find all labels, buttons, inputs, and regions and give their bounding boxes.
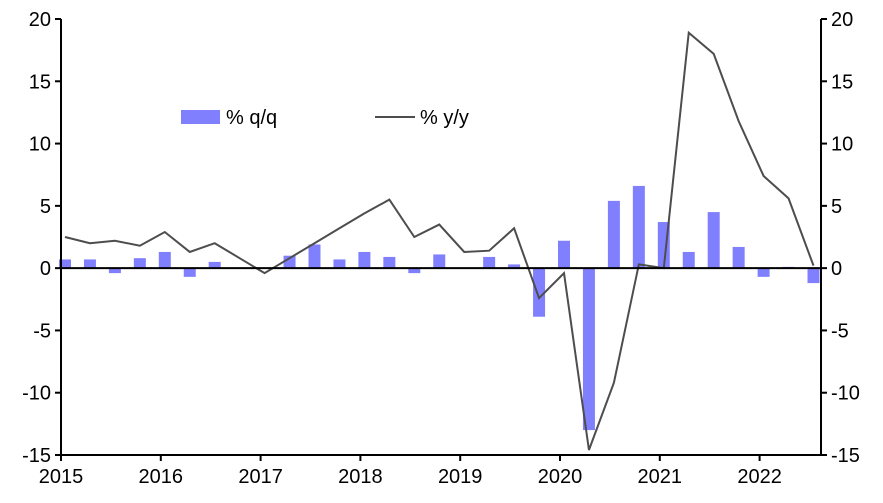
bar (483, 256, 496, 269)
x-tick-label: 2019 (438, 466, 483, 488)
x-tick-label: 2021 (638, 466, 683, 488)
left-tick-label: 15 (29, 71, 51, 93)
right-tick-label: -10 (831, 383, 860, 405)
bar (707, 212, 720, 269)
bar (308, 244, 321, 269)
x-tick-label: 2016 (139, 466, 184, 488)
bar (383, 256, 396, 269)
bar (208, 261, 221, 269)
legend: % q/q % y/y (181, 107, 469, 129)
bar (59, 259, 71, 269)
bar (133, 258, 146, 269)
left-tick-label: -5 (33, 320, 51, 342)
x-tick-label: 2017 (238, 466, 283, 488)
bar (408, 268, 421, 274)
bar-series-qq (59, 185, 820, 431)
left-tick-label: 10 (29, 134, 51, 156)
x-tick-label: 2015 (39, 466, 84, 488)
bar (558, 240, 570, 269)
bar (607, 200, 620, 269)
bar (108, 268, 121, 274)
bar (333, 259, 346, 269)
right-tick-label: 0 (831, 258, 842, 280)
bar (807, 268, 820, 284)
line-series-yy (64, 30, 815, 451)
x-tick-label: 2020 (538, 466, 583, 488)
bar (358, 251, 371, 269)
legend-label-qq: % q/q (226, 107, 277, 129)
x-tick-label: 2018 (338, 466, 383, 488)
bar (83, 259, 96, 269)
bar (732, 246, 745, 269)
bar (283, 255, 296, 269)
right-tick-label: -15 (831, 445, 860, 467)
right-tick-label: -5 (831, 320, 849, 342)
left-tick-label: 0 (40, 258, 51, 280)
right-tick-label: 20 (831, 9, 853, 31)
line-path (64, 30, 815, 451)
bar (682, 251, 695, 269)
bar (632, 185, 645, 269)
left-tick-label: 5 (40, 196, 51, 218)
legend-swatch-qq (181, 110, 220, 124)
bar (433, 254, 446, 269)
legend-label-yy: % y/y (420, 107, 469, 129)
bar (757, 268, 770, 277)
bar (508, 264, 521, 269)
bar (533, 268, 546, 317)
x-tick-label: 2022 (737, 466, 782, 488)
right-tick-label: 5 (831, 196, 842, 218)
left-tick-label: -10 (22, 383, 51, 405)
bar (158, 251, 171, 269)
right-tick-label: 15 (831, 71, 853, 93)
right-tick-label: 10 (831, 134, 853, 156)
left-tick-label: -15 (22, 445, 51, 467)
bar (183, 268, 196, 277)
bar (582, 268, 595, 431)
left-tick-label: 20 (29, 9, 51, 31)
